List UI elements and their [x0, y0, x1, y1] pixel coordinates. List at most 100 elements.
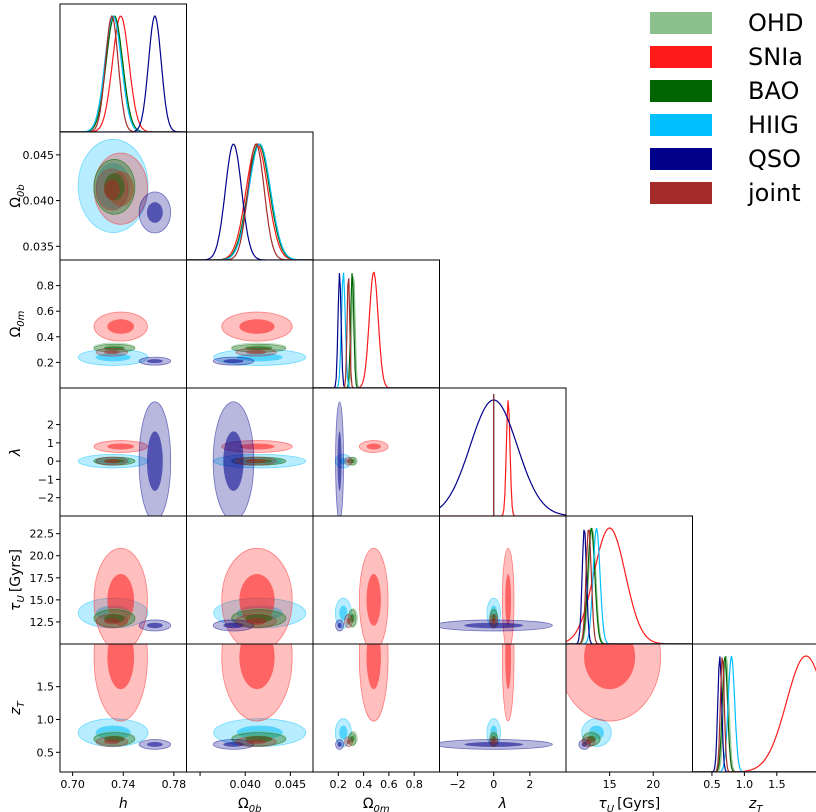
contour-inner-QSO: [223, 741, 244, 747]
marginal-zt-OHD: [692, 655, 816, 772]
contour-layer: [77, 138, 662, 750]
marginal-tau-QSO: [566, 529, 693, 644]
contour-inner-joint: [245, 459, 267, 464]
contour-inner-joint: [103, 350, 120, 355]
y-tick-label-lam: −1: [38, 473, 54, 486]
x-tick-label-ob: 0.045: [275, 778, 307, 791]
legend-swatch-SNIa: [650, 46, 712, 68]
y-tick-label-lam: 2: [47, 419, 54, 432]
contour-inner-QSO: [337, 741, 342, 747]
x-tick-label-lam: 0: [490, 778, 497, 791]
x-axis-label-h: h: [119, 796, 128, 812]
contour-inner-QSO: [223, 431, 244, 491]
marginal-lam-QSO: [439, 399, 566, 516]
marginal-h-QSO: [60, 14, 187, 132]
legend-swatch-joint: [650, 182, 712, 204]
contour-inner-joint: [346, 617, 351, 625]
y-tick-label-lam: −2: [38, 492, 54, 505]
x-axis-label-zt: zT: [748, 796, 763, 812]
contour-inner-SNIa: [505, 644, 512, 690]
y-axis-label-lam: λ: [8, 448, 24, 457]
contour-inner-joint: [491, 617, 496, 625]
y-axis-label-ob: Ω0b: [8, 184, 27, 207]
panel-frames: [59, 3, 816, 773]
contour-inner-QSO: [464, 741, 524, 747]
y-tick-label-tau: 22.5: [30, 528, 55, 541]
y-tick-label-zt: 0.5: [37, 746, 55, 759]
marginal-ob-HIIG: [186, 143, 313, 260]
contour-inner-HIIG: [339, 725, 348, 740]
contour-inner-QSO: [581, 741, 588, 747]
x-tick-label-om: 0.6: [380, 778, 398, 791]
contour-inner-joint: [585, 739, 592, 745]
y-tick-label-zt: 1.0: [37, 713, 55, 726]
y-tick-label-lam: 0: [47, 455, 54, 468]
marginal-zt-joint: [692, 657, 816, 772]
contour-inner-joint: [245, 617, 267, 625]
marginal-h-joint: [60, 15, 187, 132]
x-tick-label-ob: 0.040: [229, 778, 261, 791]
y-tick-label-tau: 15.0: [30, 594, 55, 607]
x-tick-label-om: 0.4: [355, 778, 373, 791]
legend: OHD SNIa BAO HIIG QSO joint: [650, 9, 803, 207]
y-axis-label-om: Ω0m: [8, 310, 27, 337]
panel-zt-zt: [692, 643, 816, 773]
marginal-zt-HIIG: [692, 655, 816, 772]
contour-inner-SNIa: [239, 574, 275, 626]
y-tick-label-tau: 20.0: [30, 550, 55, 563]
y-tick-label-om: 0.2: [37, 356, 55, 369]
contour-inner-joint: [103, 459, 120, 464]
contour-inner-QSO: [337, 431, 342, 491]
y-tick-label-ob: 0.035: [23, 240, 55, 253]
contour-inner-QSO: [146, 741, 163, 747]
contour-inner-QSO: [146, 622, 163, 629]
x-tick-label-h: 0.70: [60, 778, 85, 791]
legend-swatch-HIIG: [650, 114, 712, 136]
y-tick-label-zt: 1.5: [37, 681, 55, 694]
contour-inner-QSO: [146, 202, 163, 223]
y-tick-label-ob: 0.045: [23, 149, 55, 162]
y-tick-label-tau: 12.5: [30, 616, 55, 629]
legend-label-SNIa: SNIa: [748, 43, 803, 71]
contour-inner-SNIa: [107, 574, 135, 626]
x-axis-label-om: Ω0m: [363, 796, 390, 812]
x-tick-label-h: 0.78: [162, 778, 187, 791]
y-tick-label-om: 0.8: [37, 280, 55, 293]
x-tick-label-tau: 20: [646, 778, 660, 791]
y-tick-label-lam: 1: [47, 437, 54, 450]
contour-inner-joint: [103, 179, 120, 200]
x-axis-label-ob: Ω0b: [238, 796, 261, 812]
x-tick-label-zt: 1.0: [736, 778, 754, 791]
contour-inner-SNIa: [366, 644, 381, 690]
panel-ob-ob: [186, 131, 314, 261]
contour-inner-joint: [346, 739, 351, 745]
x-tick-label-lam: −2: [449, 778, 465, 791]
marginal-tau-joint: [566, 529, 693, 644]
contour-inner-joint: [346, 459, 351, 464]
marginal-tau-HIIG: [566, 527, 693, 644]
legend-label-OHD: OHD: [748, 9, 803, 37]
x-tick-label-zt: 0.5: [703, 778, 721, 791]
legend-label-QSO: QSO: [748, 145, 801, 173]
legend-swatch-QSO: [650, 148, 712, 170]
marginal-h-BAO: [60, 15, 187, 132]
contour-inner-SNIa: [505, 574, 512, 626]
contour-inner-SNIa: [366, 443, 381, 450]
contour-inner-QSO: [337, 622, 342, 629]
contour-inner-SNIa: [584, 644, 636, 690]
contour-inner-SNIa: [366, 574, 381, 626]
contour-inner-joint: [103, 739, 120, 745]
marginal-ob-joint: [186, 143, 313, 260]
x-axis-label-lam: λ: [498, 796, 507, 812]
marginal-zt-SNIa: [692, 655, 816, 772]
contour-inner-QSO: [146, 431, 163, 491]
y-tick-label-tau: 17.5: [30, 572, 55, 585]
contour-inner-QSO: [464, 622, 524, 629]
contour-inner-QSO: [223, 359, 244, 364]
legend-label-HIIG: HIIG: [748, 111, 799, 139]
marginal-zt-QSO: [692, 656, 816, 772]
y-axis-label-zt: zT: [8, 700, 27, 715]
y-axis-label-tau: τU[Gyrs]: [8, 549, 27, 611]
contour-inner-joint: [245, 739, 267, 745]
x-tick-label-om: 0.8: [405, 778, 423, 791]
